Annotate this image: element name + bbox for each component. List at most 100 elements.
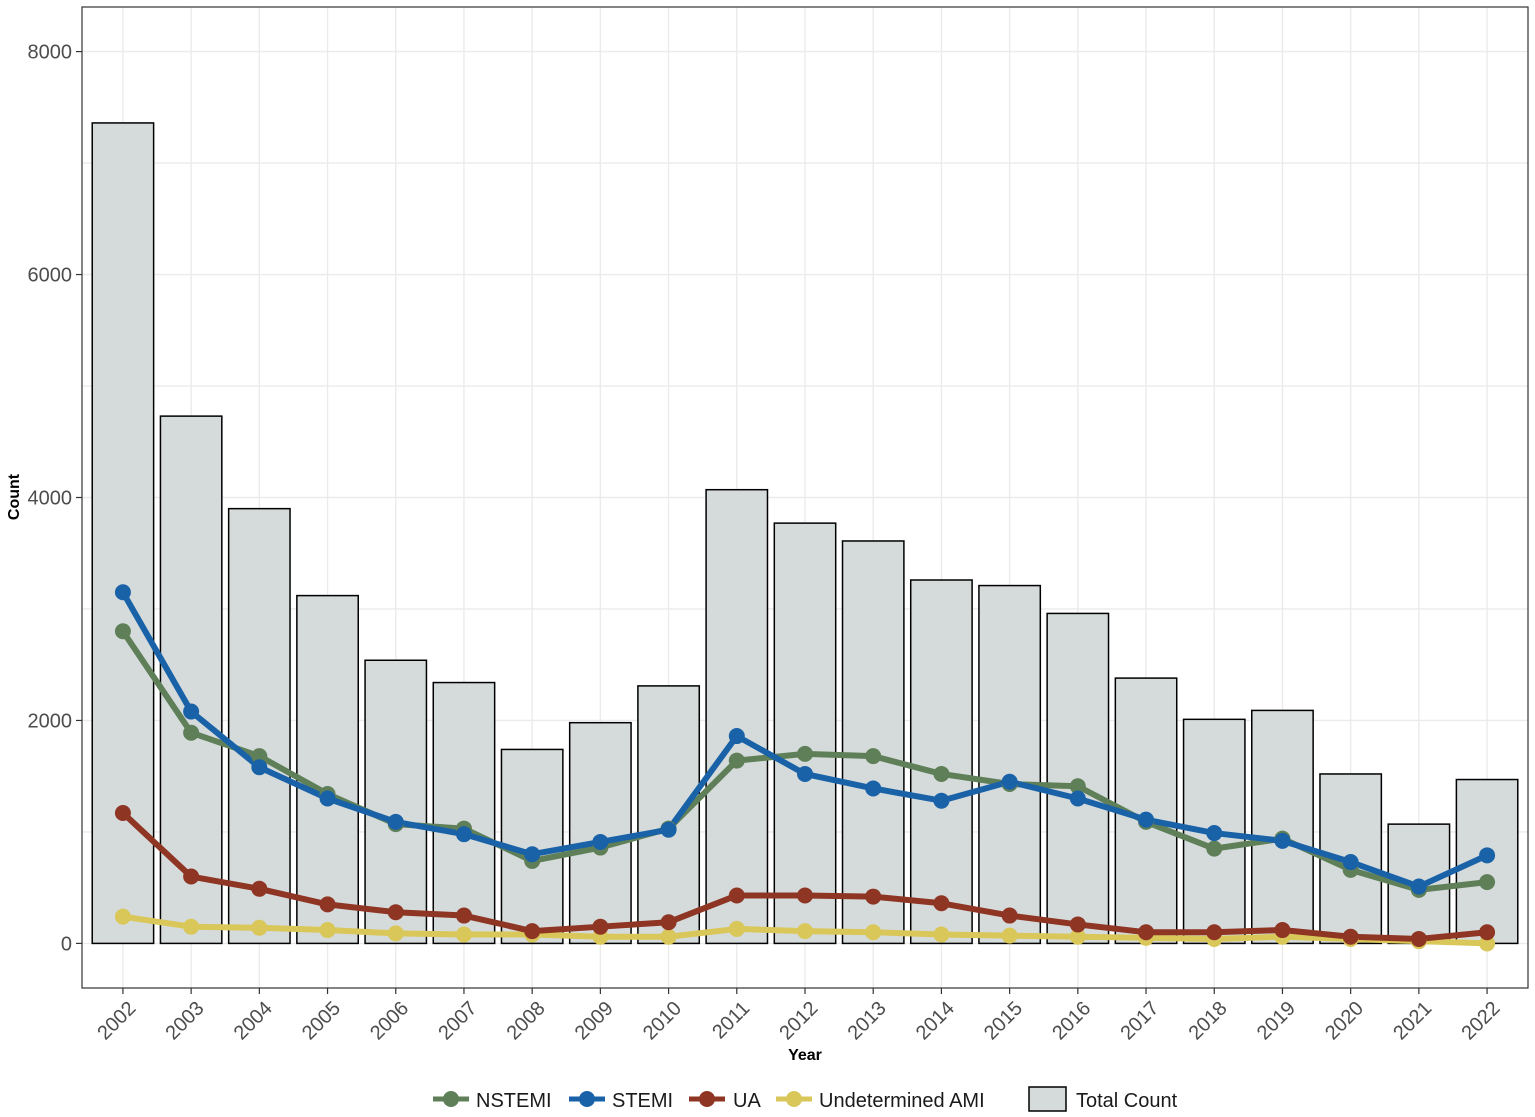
y-tick-label: 0	[61, 933, 72, 955]
x-tick-label-2014: 2014	[912, 997, 959, 1044]
point-nstemi-2014	[933, 765, 950, 782]
x-tick-label-2022: 2022	[1457, 997, 1504, 1044]
x-tick-label-2005: 2005	[298, 997, 345, 1044]
bar-total-count-2009	[568, 721, 632, 945]
point-undetermined-ami-2011	[728, 920, 745, 937]
x-tick-label-2015: 2015	[980, 997, 1027, 1044]
point-stemi-2007	[455, 826, 472, 843]
point-undetermined-ami-2013	[865, 924, 882, 941]
legend-key-stemi-point	[579, 1091, 595, 1107]
point-stemi-2018	[1206, 825, 1223, 842]
bar-total-count-2007	[432, 681, 496, 945]
y-tick-label: 6000	[28, 265, 73, 287]
point-stemi-2005	[319, 790, 336, 807]
x-tick-label-2018: 2018	[1185, 997, 1232, 1044]
point-nstemi-2012	[797, 745, 813, 762]
point-ua-2009	[592, 918, 609, 935]
point-stemi-2006	[387, 813, 404, 830]
bar-total-count-2012	[773, 522, 837, 945]
legend-key-total-count	[1028, 1086, 1067, 1112]
point-nstemi-2018	[1206, 840, 1223, 857]
legend-label-undetermined-ami: Undetermined AMI	[819, 1090, 985, 1112]
x-tick-label-2007: 2007	[434, 997, 481, 1044]
point-stemi-2022	[1479, 847, 1496, 864]
bar-total-count-2005	[296, 594, 359, 945]
bar-total-count-2013	[841, 540, 905, 945]
x-tick-label-2019: 2019	[1253, 997, 1300, 1044]
x-axis: 2002 2003 2004 2005 2006 2007 2008 2009 2010 2011…	[93, 988, 1505, 1044]
point-nstemi-2011	[728, 752, 745, 769]
x-tick-label-2011: 2011	[708, 997, 754, 1043]
point-stemi-2002	[114, 584, 131, 601]
point-ua-2017	[1138, 924, 1155, 941]
legend-label-ua: UA	[733, 1090, 761, 1112]
point-ua-2018	[1206, 924, 1223, 941]
point-ua-2022	[1479, 924, 1496, 941]
point-ua-2020	[1342, 928, 1359, 945]
x-tick-label-2021: 2021	[1389, 997, 1436, 1044]
point-nstemi-2022	[1479, 874, 1496, 891]
y-axis-title: Count	[6, 473, 23, 520]
point-stemi-2017	[1138, 811, 1155, 828]
legend-item-ua: UA	[689, 1090, 761, 1112]
point-stemi-2019	[1274, 832, 1291, 849]
point-ua-2021	[1410, 930, 1427, 947]
x-tick-label-2008: 2008	[503, 997, 550, 1044]
point-nstemi-2003	[183, 724, 200, 741]
bar-total-count-2015	[978, 584, 1042, 945]
point-nstemi-2002	[114, 623, 131, 640]
points-layer	[114, 584, 1496, 952]
point-undetermined-ami-2003	[183, 918, 200, 935]
point-undetermined-ami-2005	[319, 922, 336, 939]
x-tick-label-2002: 2002	[93, 997, 140, 1044]
x-tick-label-2013: 2013	[844, 997, 891, 1044]
point-nstemi-2013	[865, 748, 882, 765]
bar-total-count-2006	[364, 659, 428, 945]
legend-item-nstemi: NSTEMI	[433, 1090, 552, 1112]
point-stemi-2009	[592, 833, 609, 850]
point-ua-2006	[387, 904, 404, 921]
bars-layer	[91, 122, 1519, 945]
point-stemi-2013	[865, 780, 882, 797]
point-undetermined-ami-2002	[114, 908, 131, 925]
legend-label-total-count: Total Count	[1076, 1090, 1178, 1112]
point-stemi-2016	[1069, 790, 1086, 807]
point-stemi-2003	[183, 703, 200, 720]
x-tick-label-2017: 2017	[1116, 997, 1163, 1044]
legend-item-stemi: STEMI	[569, 1090, 673, 1112]
bar-total-count-2019	[1251, 709, 1314, 945]
point-undetermined-ami-2014	[933, 926, 950, 943]
point-ua-2014	[933, 895, 950, 912]
point-ua-2010	[660, 914, 677, 931]
point-ua-2003	[183, 868, 200, 885]
point-ua-2002	[114, 804, 131, 821]
point-stemi-2014	[933, 792, 950, 809]
point-nstemi-2004	[251, 748, 268, 765]
point-undetermined-ami-2006	[387, 925, 404, 942]
x-tick-label-2020: 2020	[1321, 997, 1368, 1044]
y-axis: 0 2000 4000 6000 8000	[28, 42, 82, 955]
legend-key-nstemi-point	[443, 1091, 459, 1107]
point-stemi-2020	[1342, 854, 1359, 871]
x-tick-label-2012: 2012	[775, 997, 822, 1044]
x-axis-title: Year	[788, 1047, 822, 1064]
legend-item-undetermined-ami: Undetermined AMI	[776, 1090, 985, 1112]
legend-label-nstemi: NSTEMI	[476, 1090, 552, 1112]
legend-item-total-count: Total Count	[1028, 1086, 1178, 1112]
point-undetermined-ami-2015	[1001, 927, 1018, 944]
point-stemi-2004	[251, 759, 268, 776]
point-ua-2007	[455, 907, 472, 924]
x-tick-label-2010: 2010	[639, 997, 686, 1044]
point-ua-2012	[797, 887, 813, 904]
bar-total-count-2010	[637, 685, 701, 945]
point-undetermined-ami-2016	[1069, 928, 1086, 945]
point-stemi-2010	[660, 821, 677, 838]
point-undetermined-ami-2004	[251, 919, 268, 936]
point-stemi-2011	[728, 728, 745, 745]
x-tick-label-2016: 2016	[1048, 997, 1095, 1044]
point-nstemi-2016	[1069, 778, 1086, 795]
point-undetermined-ami-2022	[1479, 935, 1496, 952]
y-tick-label: 4000	[28, 488, 73, 510]
point-stemi-2015	[1001, 773, 1018, 790]
